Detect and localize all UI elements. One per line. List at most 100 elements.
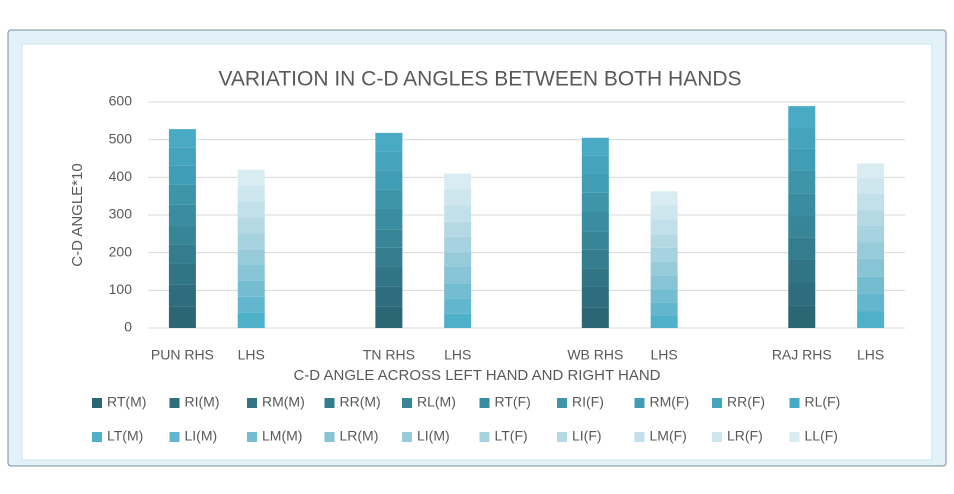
bar-segment xyxy=(375,189,403,209)
bar-segment xyxy=(650,191,678,206)
legend-label: LT(F) xyxy=(495,428,528,444)
legend-swatch xyxy=(712,432,722,442)
bar-segment xyxy=(581,307,609,328)
legend-swatch xyxy=(402,398,412,408)
bar-segment xyxy=(168,204,196,226)
bar-segment xyxy=(650,289,678,303)
bar-segment xyxy=(444,173,472,190)
legend-swatch xyxy=(634,398,645,408)
bar-segment xyxy=(857,210,885,226)
legend-swatch xyxy=(247,432,257,442)
legend-swatch xyxy=(479,398,490,408)
legend-label: RI(F) xyxy=(572,394,604,410)
bar-segment xyxy=(237,185,265,202)
bar-segment xyxy=(375,306,403,328)
bar-segment xyxy=(168,263,196,285)
bar-segment xyxy=(788,106,816,128)
bar-segment xyxy=(168,129,196,148)
bar-segment xyxy=(788,282,816,306)
y-tick-label: 100 xyxy=(109,281,133,297)
bar-segment xyxy=(444,283,472,299)
bar-segment xyxy=(444,205,472,222)
x-tick-label: TN RHS xyxy=(363,347,415,363)
bar-segment xyxy=(581,286,609,308)
legend-label: RT(F) xyxy=(495,394,531,410)
legend-swatch xyxy=(92,432,102,442)
bar-segment xyxy=(650,302,678,316)
bar-segment xyxy=(375,266,403,287)
bar-segment xyxy=(237,296,265,313)
legend-label: LI(M) xyxy=(185,428,218,444)
bar-segment xyxy=(581,192,609,212)
bar-segment xyxy=(444,298,472,314)
bar-segment xyxy=(857,163,885,179)
bar-segment xyxy=(581,211,609,232)
legend-swatch xyxy=(247,398,257,408)
bar-segment xyxy=(375,286,403,307)
bar-segment xyxy=(444,313,472,328)
legend-label: LM(F) xyxy=(650,428,687,444)
bar-segment xyxy=(444,252,472,267)
legend-label: LR(M) xyxy=(340,428,379,444)
bar-segment xyxy=(375,170,403,190)
legend-label: LL(F) xyxy=(805,428,838,444)
bar-segment xyxy=(788,216,816,238)
legend-swatch xyxy=(169,398,180,408)
bar-segment xyxy=(788,127,816,149)
y-tick-label: 600 xyxy=(109,93,133,109)
bar-segment xyxy=(237,169,265,186)
bar-segment xyxy=(581,249,609,269)
bar-segment xyxy=(168,165,196,185)
bar-segment xyxy=(857,225,885,243)
x-tick-label: LHS xyxy=(857,347,884,363)
bar-segment xyxy=(788,305,816,328)
bar-segment xyxy=(650,275,678,290)
chart-title: VARIATION IN C-D ANGLES BETWEEN BOTH HAN… xyxy=(218,68,741,91)
bar-segment xyxy=(581,155,609,174)
legend-label: LI(M) xyxy=(417,428,450,444)
legend-label: LR(F) xyxy=(727,428,763,444)
bar-segment xyxy=(650,234,678,248)
legend-label: RR(M) xyxy=(340,394,381,410)
legend-label: RR(F) xyxy=(727,394,765,410)
x-tick-label: RAJ RHS xyxy=(772,347,832,363)
bar-segment xyxy=(444,189,472,206)
legend-swatch xyxy=(557,398,567,408)
legend-label: RM(F) xyxy=(650,394,690,410)
y-tick-label: 200 xyxy=(109,243,133,259)
y-tick-label: 400 xyxy=(109,168,133,184)
y-tick-label: 300 xyxy=(109,206,133,222)
y-axis-title: C-D ANGLE*10 xyxy=(69,163,86,266)
bar-segment xyxy=(168,147,196,166)
legend-swatch xyxy=(557,432,567,442)
x-tick-label: WB RHS xyxy=(567,347,623,363)
bar-segment xyxy=(237,233,265,250)
legend-swatch xyxy=(402,432,412,442)
legend-swatch xyxy=(479,432,490,442)
legend-swatch xyxy=(789,432,800,442)
bar-segment xyxy=(857,193,885,211)
bar-segment xyxy=(168,284,196,307)
bar-segment xyxy=(581,231,609,250)
bar-segment xyxy=(857,276,885,294)
bar-segment xyxy=(444,236,472,253)
bar-segment xyxy=(375,247,403,267)
bar-segment xyxy=(857,293,885,312)
bar-segment xyxy=(788,237,816,260)
bar-segment xyxy=(375,229,403,248)
legend-swatch xyxy=(634,432,645,442)
legend-label: RT(M) xyxy=(107,394,146,410)
bar-segment xyxy=(650,219,678,235)
legend-label: RL(M) xyxy=(417,394,456,410)
bar-segment xyxy=(375,208,403,230)
bar-segment xyxy=(168,225,196,245)
legend-swatch xyxy=(324,432,335,442)
legend-label: RI(M) xyxy=(185,394,220,410)
legend-swatch xyxy=(789,398,800,408)
legend-label: LI(F) xyxy=(572,428,602,444)
legend-swatch xyxy=(712,398,722,408)
bar-segment xyxy=(581,268,609,287)
legend-label: LT(M) xyxy=(107,428,143,444)
bar-segment xyxy=(237,312,265,328)
